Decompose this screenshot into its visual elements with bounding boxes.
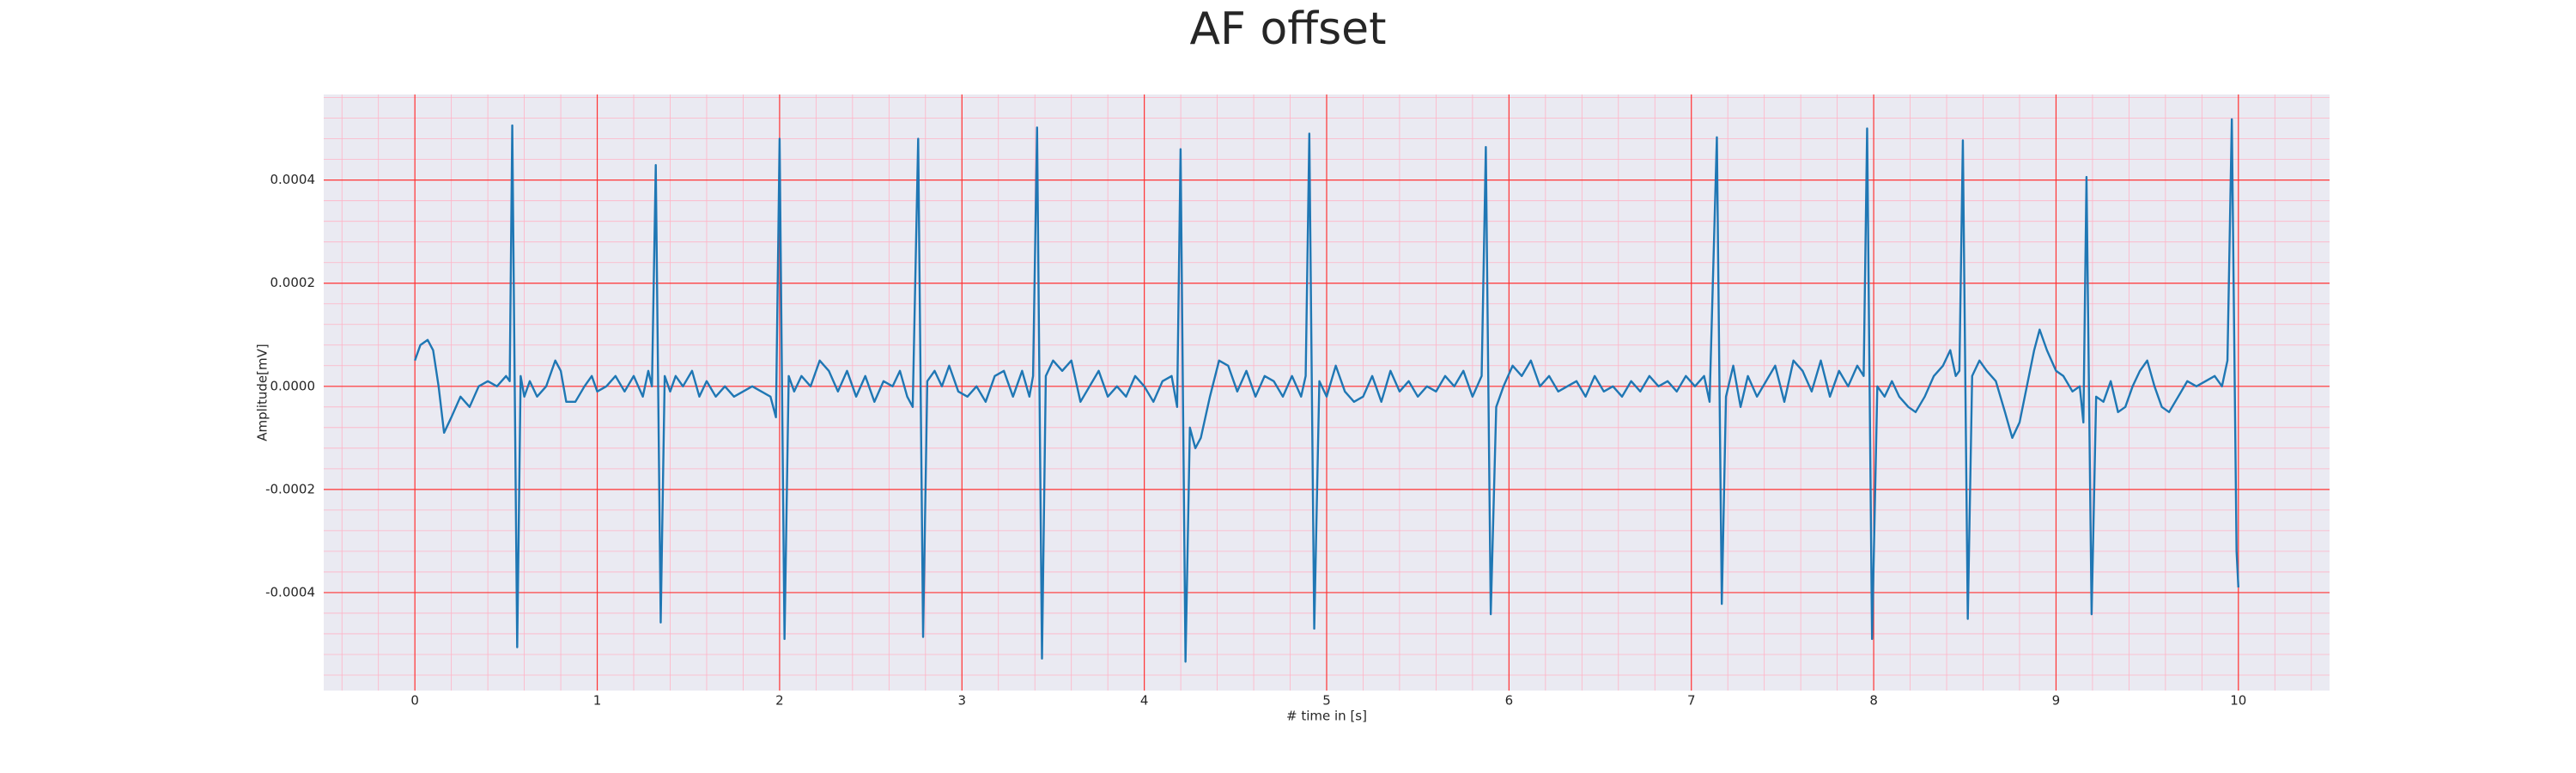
y-tick-label: -0.0002 — [265, 481, 315, 496]
x-tick-label: 5 — [1322, 693, 1331, 709]
x-tick-label: 9 — [2052, 693, 2061, 709]
x-tick-label: 6 — [1505, 693, 1514, 709]
x-tick-label: 1 — [593, 693, 602, 709]
x-tick-label: 3 — [957, 693, 966, 709]
y-tick-label: -0.0004 — [265, 584, 315, 600]
x-tick-label: 2 — [775, 693, 784, 709]
y-tick-label: 0.0002 — [270, 275, 316, 290]
y-axis-label: Amplitude[mV] — [255, 344, 270, 441]
chart-title: AF offset — [1189, 3, 1386, 55]
x-tick-label: 8 — [1869, 693, 1878, 709]
y-tick-label: 0.0004 — [270, 172, 316, 187]
y-tick-label: 0.0000 — [270, 378, 316, 393]
x-axis-label: # time in [s] — [1286, 709, 1367, 724]
line-series — [414, 118, 2240, 663]
x-tick-label: 7 — [1687, 693, 1696, 709]
x-tick-label: 10 — [2230, 693, 2246, 709]
x-tick-label: 4 — [1140, 693, 1149, 709]
x-tick-label: 0 — [410, 693, 419, 709]
